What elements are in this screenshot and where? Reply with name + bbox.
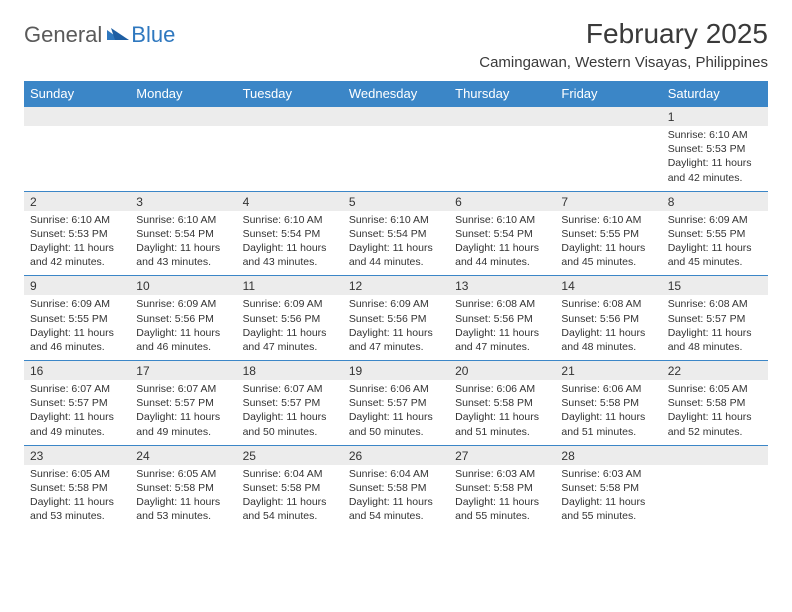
day-number: 4 [237,191,343,211]
dow-sunday: Sunday [24,81,130,107]
day-number: 25 [237,445,343,465]
week-1-daynums: 1 [24,107,768,127]
day-cell: Sunrise: 6:06 AMSunset: 5:57 PMDaylight:… [343,380,449,445]
dow-tuesday: Tuesday [237,81,343,107]
logo-text-general: General [24,22,102,48]
day-number: 7 [555,191,661,211]
logo-text-blue: Blue [131,22,175,48]
day-cell: Sunrise: 6:07 AMSunset: 5:57 PMDaylight:… [24,380,130,445]
day-cell: Sunrise: 6:09 AMSunset: 5:56 PMDaylight:… [130,295,236,360]
day-cell: Sunrise: 6:05 AMSunset: 5:58 PMDaylight:… [24,465,130,530]
day-number [449,107,555,127]
day-of-week-row: Sunday Monday Tuesday Wednesday Thursday… [24,81,768,107]
calendar-table: Sunday Monday Tuesday Wednesday Thursday… [24,81,768,529]
dow-saturday: Saturday [662,81,768,107]
title-block: February 2025 Camingawan, Western Visaya… [479,18,768,71]
day-number: 22 [662,361,768,381]
day-number: 24 [130,445,236,465]
day-cell: Sunrise: 6:10 AMSunset: 5:55 PMDaylight:… [555,211,661,276]
day-number: 10 [130,276,236,296]
week-3-daynums: 9 10 11 12 13 14 15 [24,276,768,296]
day-cell: Sunrise: 6:10 AMSunset: 5:54 PMDaylight:… [343,211,449,276]
day-cell: Sunrise: 6:09 AMSunset: 5:56 PMDaylight:… [237,295,343,360]
calendar-page: General Blue February 2025 Camingawan, W… [0,0,792,547]
day-number: 20 [449,361,555,381]
day-number: 8 [662,191,768,211]
day-cell [24,126,130,191]
day-number: 26 [343,445,449,465]
day-cell [555,126,661,191]
day-number: 13 [449,276,555,296]
day-number [662,445,768,465]
week-4-daynums: 16 17 18 19 20 21 22 [24,361,768,381]
day-number: 15 [662,276,768,296]
day-cell: Sunrise: 6:10 AMSunset: 5:53 PMDaylight:… [24,211,130,276]
location-subtitle: Camingawan, Western Visayas, Philippines [479,54,768,71]
day-cell: Sunrise: 6:09 AMSunset: 5:55 PMDaylight:… [24,295,130,360]
day-number: 21 [555,361,661,381]
day-cell [130,126,236,191]
month-title: February 2025 [479,18,768,50]
day-number: 5 [343,191,449,211]
day-number: 11 [237,276,343,296]
day-cell: Sunrise: 6:04 AMSunset: 5:58 PMDaylight:… [343,465,449,530]
day-number: 6 [449,191,555,211]
day-cell: Sunrise: 6:09 AMSunset: 5:56 PMDaylight:… [343,295,449,360]
day-number: 3 [130,191,236,211]
day-number: 19 [343,361,449,381]
day-number [24,107,130,127]
day-number [237,107,343,127]
week-5-body: Sunrise: 6:05 AMSunset: 5:58 PMDaylight:… [24,465,768,530]
day-cell: Sunrise: 6:08 AMSunset: 5:57 PMDaylight:… [662,295,768,360]
day-number: 2 [24,191,130,211]
day-cell: Sunrise: 6:06 AMSunset: 5:58 PMDaylight:… [449,380,555,445]
day-cell: Sunrise: 6:08 AMSunset: 5:56 PMDaylight:… [449,295,555,360]
day-cell [449,126,555,191]
dow-monday: Monday [130,81,236,107]
day-number: 16 [24,361,130,381]
day-number: 23 [24,445,130,465]
day-cell: Sunrise: 6:04 AMSunset: 5:58 PMDaylight:… [237,465,343,530]
week-4-body: Sunrise: 6:07 AMSunset: 5:57 PMDaylight:… [24,380,768,445]
week-2-body: Sunrise: 6:10 AMSunset: 5:53 PMDaylight:… [24,211,768,276]
day-cell: Sunrise: 6:03 AMSunset: 5:58 PMDaylight:… [555,465,661,530]
day-cell: Sunrise: 6:03 AMSunset: 5:58 PMDaylight:… [449,465,555,530]
day-cell: Sunrise: 6:09 AMSunset: 5:55 PMDaylight:… [662,211,768,276]
week-1-body: Sunrise: 6:10 AMSunset: 5:53 PMDaylight:… [24,126,768,191]
day-cell [343,126,449,191]
day-number: 27 [449,445,555,465]
day-cell: Sunrise: 6:10 AMSunset: 5:54 PMDaylight:… [130,211,236,276]
day-cell: Sunrise: 6:08 AMSunset: 5:56 PMDaylight:… [555,295,661,360]
day-number [555,107,661,127]
day-cell: Sunrise: 6:06 AMSunset: 5:58 PMDaylight:… [555,380,661,445]
week-5-daynums: 23 24 25 26 27 28 [24,445,768,465]
day-number: 17 [130,361,236,381]
week-3-body: Sunrise: 6:09 AMSunset: 5:55 PMDaylight:… [24,295,768,360]
logo: General Blue [24,22,175,48]
dow-friday: Friday [555,81,661,107]
day-number: 18 [237,361,343,381]
day-number: 12 [343,276,449,296]
day-number: 28 [555,445,661,465]
logo-mark-icon [107,24,129,45]
day-number: 1 [662,107,768,127]
day-cell: Sunrise: 6:05 AMSunset: 5:58 PMDaylight:… [662,380,768,445]
page-header: General Blue February 2025 Camingawan, W… [24,18,768,71]
day-cell: Sunrise: 6:10 AMSunset: 5:54 PMDaylight:… [237,211,343,276]
day-cell [662,465,768,530]
day-cell [237,126,343,191]
day-number: 14 [555,276,661,296]
day-cell: Sunrise: 6:05 AMSunset: 5:58 PMDaylight:… [130,465,236,530]
day-number [130,107,236,127]
day-number [343,107,449,127]
dow-thursday: Thursday [449,81,555,107]
day-number: 9 [24,276,130,296]
dow-wednesday: Wednesday [343,81,449,107]
day-cell: Sunrise: 6:10 AMSunset: 5:53 PMDaylight:… [662,126,768,191]
week-2-daynums: 2 3 4 5 6 7 8 [24,191,768,211]
day-cell: Sunrise: 6:07 AMSunset: 5:57 PMDaylight:… [237,380,343,445]
day-cell: Sunrise: 6:07 AMSunset: 5:57 PMDaylight:… [130,380,236,445]
day-cell: Sunrise: 6:10 AMSunset: 5:54 PMDaylight:… [449,211,555,276]
